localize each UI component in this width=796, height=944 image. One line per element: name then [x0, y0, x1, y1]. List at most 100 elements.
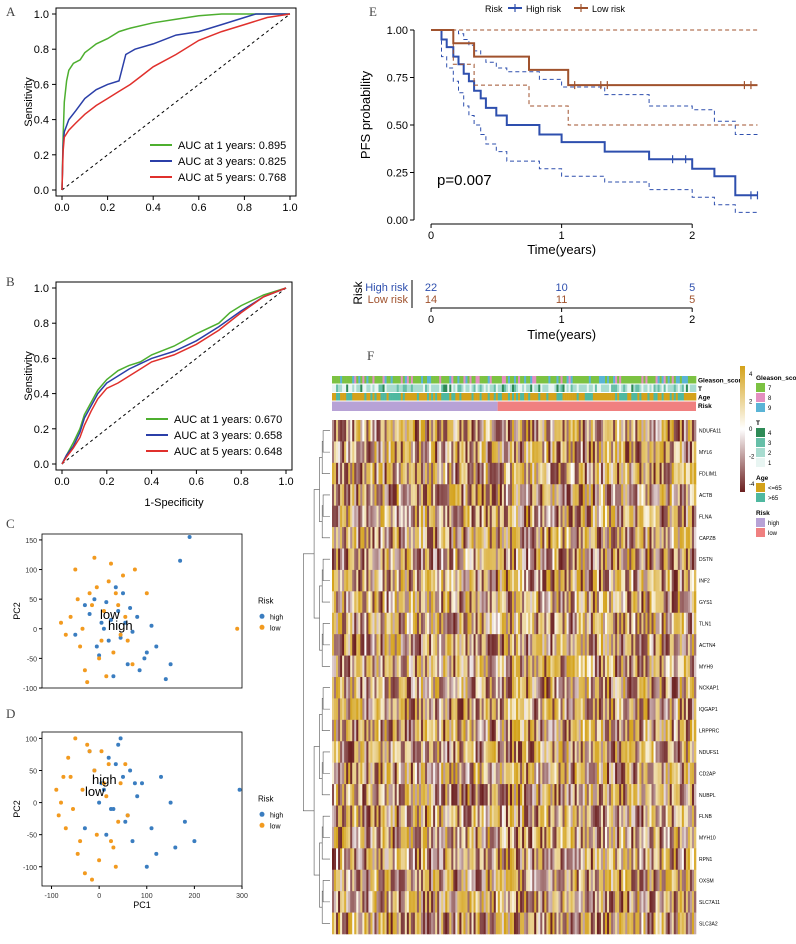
heat-cell — [611, 805, 614, 828]
heat-cell — [463, 612, 466, 635]
heat-cell — [586, 441, 590, 464]
heat-cell — [554, 420, 557, 442]
heat-cell — [540, 527, 543, 549]
heat-cell — [641, 826, 644, 849]
heat-cell — [503, 484, 507, 506]
heat-cell — [611, 462, 614, 485]
heat-cell — [350, 762, 353, 785]
scatter-point — [187, 535, 192, 539]
heat-cell — [420, 569, 424, 592]
heat-cell — [540, 762, 543, 785]
heat-cell — [514, 655, 517, 678]
age-cell — [534, 393, 537, 401]
heat-cell — [489, 548, 493, 571]
heat-cell — [558, 462, 561, 485]
gleason-cell — [348, 376, 351, 384]
heat-cell — [613, 869, 616, 892]
heat-cell — [554, 784, 557, 806]
heat-cell — [392, 891, 395, 913]
heat-cell — [449, 848, 452, 871]
heat-cell — [372, 655, 375, 678]
heat-cell — [376, 612, 379, 635]
heat-cell — [649, 655, 652, 678]
gene-label: DSTN — [699, 557, 713, 563]
heat-cell — [534, 548, 537, 571]
heat-cell — [503, 634, 507, 656]
heat-cell — [338, 677, 341, 699]
scatter-point — [118, 736, 123, 741]
heat-cell — [687, 484, 691, 506]
gleason-cell — [518, 376, 521, 384]
gleason-cell — [509, 376, 513, 384]
heat-cell — [562, 677, 565, 699]
heat-cell — [467, 548, 470, 571]
heat-cell — [528, 505, 531, 528]
heat-cell — [420, 784, 424, 806]
heat-cell — [677, 677, 681, 699]
gleason-cell — [453, 376, 456, 384]
heat-cell — [580, 698, 584, 721]
heat-cell — [332, 698, 335, 721]
heat-cell — [439, 462, 442, 485]
heat-cell — [546, 698, 549, 721]
age-cell — [431, 393, 434, 401]
heat-cell — [447, 527, 450, 549]
heat-cell — [574, 548, 577, 571]
heat-cell — [348, 655, 351, 678]
heat-cell — [693, 420, 697, 442]
heat-cell — [633, 505, 636, 528]
heat-cell — [675, 505, 679, 528]
heat-cell — [429, 848, 432, 871]
age-cell — [336, 393, 339, 401]
heat-cell — [471, 698, 474, 721]
heat-cell — [617, 805, 620, 828]
heat-cell — [524, 655, 527, 678]
heat-cell — [473, 484, 476, 506]
legend-dot — [259, 624, 265, 630]
heat-cell — [524, 591, 527, 614]
heat-cell — [516, 891, 519, 913]
heat-cell — [663, 869, 666, 892]
heat-cell — [398, 634, 402, 656]
heat-cell — [505, 634, 509, 656]
heat-cell — [627, 462, 630, 485]
heat-cell — [425, 548, 428, 571]
t-cell — [615, 384, 618, 392]
heat-cell — [633, 548, 636, 571]
scatter-point — [109, 839, 113, 844]
heat-cell — [455, 527, 458, 549]
heat-cell — [530, 762, 533, 785]
heat-cell — [390, 869, 393, 892]
heat-cell — [485, 548, 489, 571]
heat-cell — [336, 634, 339, 656]
heat-cell — [532, 891, 535, 913]
heat-cell — [639, 462, 642, 485]
heat-cell — [356, 505, 359, 528]
gleason-cell — [423, 376, 426, 384]
heat-cell — [398, 420, 402, 442]
t-cell — [386, 384, 389, 392]
age-cell — [453, 393, 456, 401]
heat-cell — [378, 698, 381, 721]
heat-cell — [487, 719, 491, 742]
heat-cell — [425, 655, 428, 678]
heat-cell — [336, 826, 339, 849]
heat-cell — [623, 848, 626, 871]
heat-cell — [548, 612, 551, 635]
heat-cell — [615, 612, 618, 635]
heat-cell — [499, 805, 503, 828]
heat-cell — [560, 826, 563, 849]
heat-cell — [641, 548, 644, 571]
heat-cell — [685, 762, 689, 785]
heat-cell — [609, 805, 612, 828]
heat-cell — [518, 548, 521, 571]
heat-cell — [671, 805, 675, 828]
heat-cell — [643, 527, 646, 549]
heat-cell — [615, 634, 618, 656]
age-cell — [473, 393, 476, 401]
heat-cell — [493, 484, 497, 506]
heat-cell — [681, 462, 685, 485]
heat-cell — [489, 762, 493, 785]
heat-cell — [536, 634, 539, 656]
